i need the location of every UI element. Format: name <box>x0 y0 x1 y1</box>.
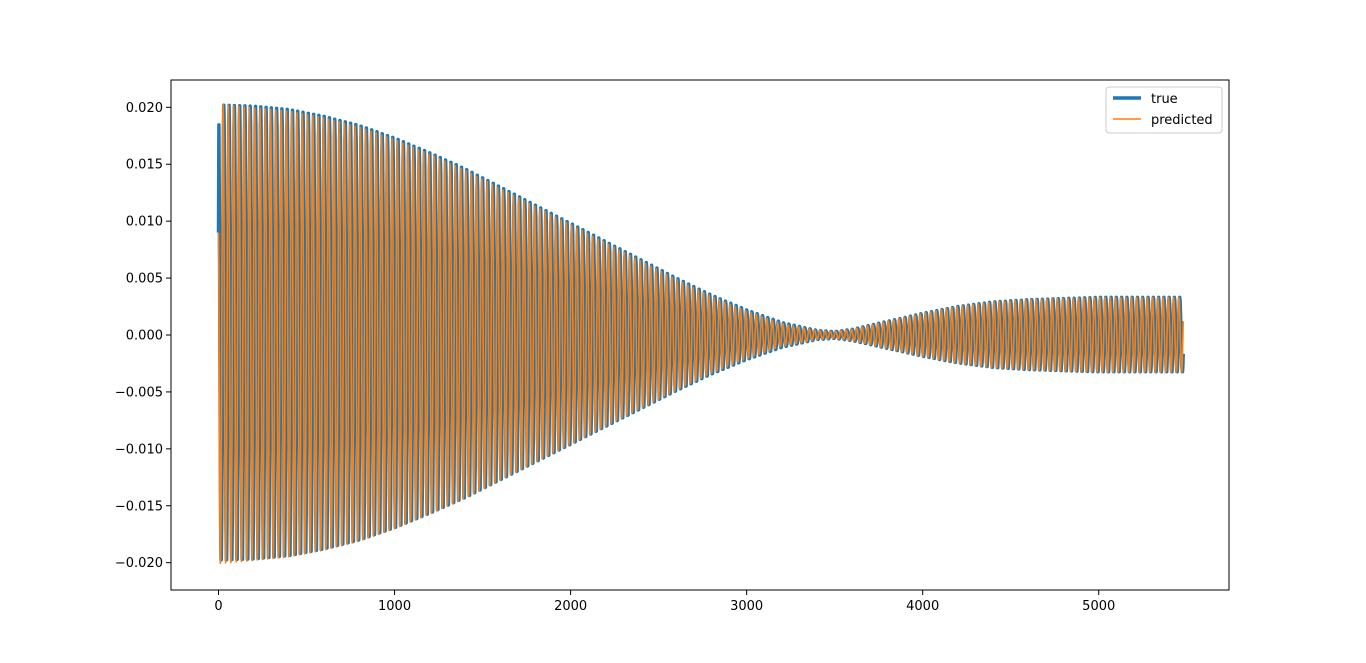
y-tick-label: −0.015 <box>115 499 163 514</box>
x-tick-label: 4000 <box>906 599 939 614</box>
legend: true predicted <box>1105 86 1223 134</box>
series-line-predicted <box>217 104 1184 565</box>
x-tick-label: 5000 <box>1082 599 1115 614</box>
x-tick-label: 3000 <box>730 599 763 614</box>
y-tick-label: 0.020 <box>126 101 163 116</box>
x-axis: 0 1000 2000 3000 4000 5000 <box>214 590 1115 614</box>
y-tick-label: 0.015 <box>126 158 163 173</box>
y-tick-label: 0.010 <box>126 215 163 230</box>
y-tick-label: −0.020 <box>115 556 163 571</box>
legend-label-predicted: predicted <box>1151 113 1213 128</box>
y-tick-label: −0.010 <box>115 442 163 457</box>
x-tick-label: 1000 <box>378 599 411 614</box>
y-tick-label: 0.000 <box>126 329 163 344</box>
y-tick-label: 0.005 <box>126 272 163 287</box>
x-tick-label: 2000 <box>554 599 587 614</box>
y-tick-label: −0.005 <box>115 385 163 400</box>
x-tick-label: 0 <box>214 599 222 614</box>
y-axis: 0.020 0.015 0.010 0.005 0.000 −0.005 −0.010 −0.… <box>115 101 171 571</box>
legend-label-true: true <box>1151 92 1178 107</box>
series-layer <box>216 103 1185 565</box>
